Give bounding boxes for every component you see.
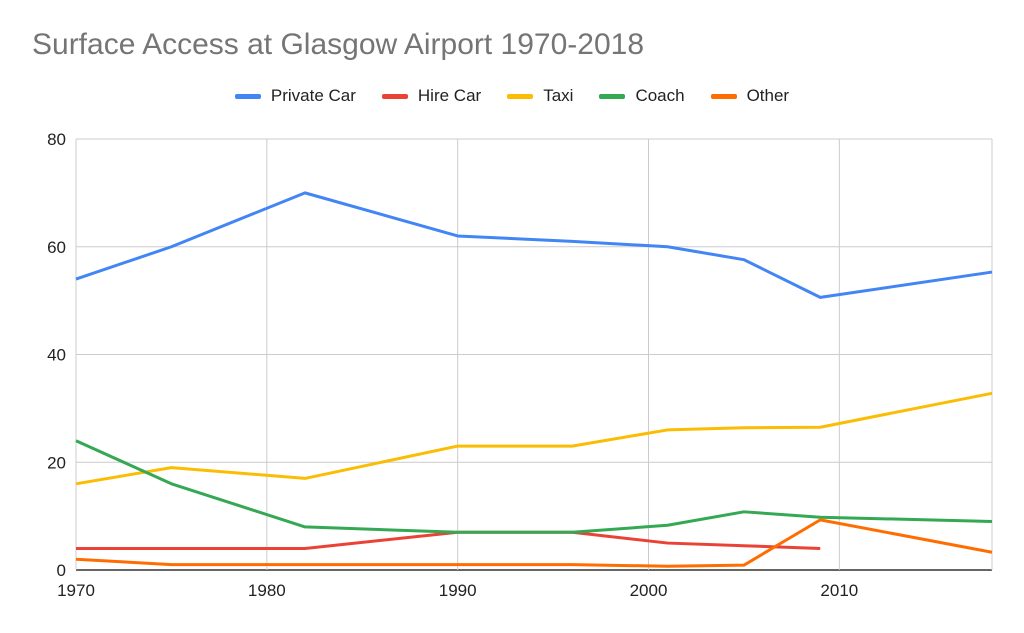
x-tick-label: 1990 xyxy=(439,581,477,600)
x-tick-label: 1970 xyxy=(57,581,95,600)
legend-item: Coach xyxy=(599,86,685,106)
chart-title: Surface Access at Glasgow Airport 1970-2… xyxy=(32,28,645,61)
series-line-taxi xyxy=(75,391,993,486)
x-tick-label: 2010 xyxy=(820,581,858,600)
legend-item: Private Car xyxy=(234,86,356,106)
legend-swatch xyxy=(599,93,626,99)
y-tick-label: 60 xyxy=(47,238,66,257)
series-line-private-car xyxy=(75,191,993,299)
legend-swatch xyxy=(381,93,408,99)
legend-item: Taxi xyxy=(507,86,573,106)
legend-label: Hire Car xyxy=(417,86,482,105)
legend-swatch xyxy=(710,93,737,99)
y-tick-label: 80 xyxy=(47,130,66,149)
legend-swatch xyxy=(234,93,261,99)
legend-label: Coach xyxy=(635,86,685,105)
y-tick-label: 0 xyxy=(57,561,66,580)
legend-label: Private Car xyxy=(270,86,356,105)
y-tick-label: 40 xyxy=(47,346,66,365)
legend-label: Other xyxy=(746,86,790,105)
legend-item: Other xyxy=(710,86,790,106)
x-tick-label: 1980 xyxy=(248,581,286,600)
series-line-coach xyxy=(75,439,993,534)
series-line-hire-car xyxy=(76,530,821,550)
legend: Private Car Hire Car Taxi Coach Other xyxy=(0,86,1024,106)
legend-label: Taxi xyxy=(543,86,574,105)
legend-item: Hire Car xyxy=(381,86,482,106)
series-line-other xyxy=(75,518,993,568)
x-tick-label: 2000 xyxy=(630,581,668,600)
legend-swatch xyxy=(507,93,534,99)
y-tick-label: 20 xyxy=(47,453,66,472)
